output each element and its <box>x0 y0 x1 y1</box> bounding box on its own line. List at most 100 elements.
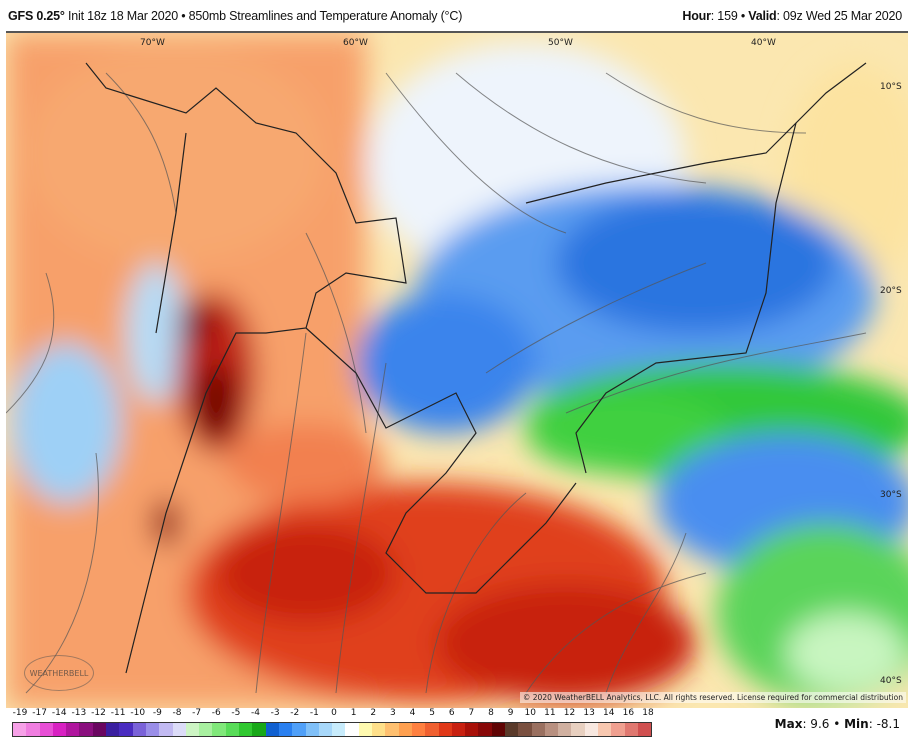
colorbar-swatch <box>451 723 466 736</box>
colorbar-swatch <box>172 723 186 736</box>
colorbar-swatch <box>239 723 253 736</box>
colorbar-swatches <box>12 722 652 737</box>
colorbar-swatch <box>252 723 266 736</box>
model-name: GFS 0.25 <box>8 9 60 23</box>
colorbar-tick-label: 9 <box>507 708 514 718</box>
colorbar-swatch <box>465 723 479 736</box>
map-title: GFS 0.25° Init 18z 18 Mar 2020 • 850mb S… <box>8 9 462 23</box>
colorbar-tick-label: -3 <box>270 708 280 718</box>
colorbar-swatch <box>159 723 173 736</box>
colorbar-tick-label: -4 <box>251 708 260 718</box>
min-value: : -8.1 <box>868 717 900 731</box>
max-min-stats: Max: 9.6 • Min: -8.1 <box>775 717 900 731</box>
colorbar-tick-label: -12 <box>91 708 106 718</box>
colorbar-tick-label: -6 <box>211 708 221 718</box>
colorbar-swatch <box>611 723 625 736</box>
colorbar-labels: -19 -17 -14 -13 -12 -11 -10 -9 -8 -7 -6 -5 -4 -3 -2 -1 0… <box>12 708 654 722</box>
colorbar-tick-label: 10 <box>524 708 536 718</box>
colorbar-swatch <box>185 723 200 736</box>
colorbar-swatch <box>305 723 319 736</box>
hour-label: Hour <box>682 9 711 23</box>
colorbar-tick-label: -11 <box>110 708 126 718</box>
colorbar-tick-label: 5 <box>429 708 435 718</box>
colorbar-swatch <box>584 723 599 736</box>
colorbar-tick-label: -1 <box>309 708 319 718</box>
colorbar-tick-label: -19 <box>12 708 28 718</box>
colorbar-swatch <box>637 723 652 736</box>
colorbar-tick-label: -13 <box>71 708 87 718</box>
colorbar-swatch <box>372 723 386 736</box>
colorbar-swatch <box>145 723 160 736</box>
colorbar-swatch <box>13 723 27 736</box>
colorbar-swatch <box>518 723 532 736</box>
min-label: Min <box>844 717 869 731</box>
valid-value: : 09z Wed 25 Mar 2020 <box>776 9 902 23</box>
colorbar-tick-label: -14 <box>51 708 67 718</box>
lon-label: 60°W <box>343 38 368 48</box>
colorbar-swatch <box>598 723 612 736</box>
colorbar-swatch <box>26 723 40 736</box>
colorbar-swatch <box>438 723 452 736</box>
colorbar-tick-label: -8 <box>172 708 182 718</box>
colorbar-tick-label: 11 <box>544 708 556 718</box>
colorbar-swatch <box>571 723 585 736</box>
colorbar-swatch <box>558 723 572 736</box>
degree-sign: ° <box>59 9 65 23</box>
colorbar-tick-label: 1 <box>350 708 357 718</box>
colorbar-tick-label: -9 <box>152 708 162 718</box>
forecast-time: Hour: 159 • Valid: 09z Wed 25 Mar 2020 <box>682 9 902 23</box>
colorbar-tick-label: 8 <box>488 708 494 718</box>
weatherbell-logo: WEATHERBELL <box>24 655 94 691</box>
country-borders <box>85 62 867 674</box>
colorbar-swatch <box>265 723 279 736</box>
colorbar-swatch <box>212 723 226 736</box>
colorbar-swatch <box>504 723 519 736</box>
colorbar-swatch <box>411 723 426 736</box>
colorbar-swatch <box>106 723 120 736</box>
colorbar-tick-label: -17 <box>32 708 47 718</box>
colorbar-legend: -19 -17 -14 -13 -12 -11 -10 -9 -8 -7 -6 -5 -4 -3 -2 -1 0… <box>12 708 654 737</box>
max-label: Max <box>774 717 803 731</box>
colorbar-swatch <box>345 723 359 736</box>
colorbar-tick-label: -7 <box>192 708 202 718</box>
colorbar-swatch <box>119 723 133 736</box>
colorbar-swatch <box>531 723 545 736</box>
anomaly-field <box>6 33 908 708</box>
colorbar-tick-label: 12 <box>563 708 576 718</box>
colorbar-tick-label: -5 <box>231 708 241 718</box>
colorbar-swatch <box>318 723 333 736</box>
colorbar-swatch <box>332 723 346 736</box>
lat-label: 10°S <box>880 82 902 92</box>
lat-label: 40°S <box>880 676 902 686</box>
colorbar-tick-label: 0 <box>331 708 337 718</box>
max-value: : 9.6 • <box>802 717 845 731</box>
colorbar-tick-label: 13 <box>583 708 595 718</box>
temperature-anomaly-map: 70°W 60°W 50°W 40°W 10°S 20°S 30°S 40°S <box>6 31 908 708</box>
colorbar-tick-label: 2 <box>370 708 377 718</box>
colorbar-swatch <box>225 723 240 736</box>
colorbar-swatch <box>66 723 80 736</box>
lat-label: 30°S <box>880 490 902 500</box>
colorbar-swatch <box>79 723 93 736</box>
colorbar-tick-label: 18 <box>642 708 654 718</box>
colorbar-tick-label: 3 <box>390 708 396 718</box>
colorbar-swatch <box>491 723 505 736</box>
colorbar-swatch <box>132 723 146 736</box>
init-description: Init 18z 18 Mar 2020 • 850mb Streamlines… <box>64 9 463 23</box>
colorbar-tick-label: 14 <box>603 708 615 718</box>
colorbar-tick-label: 4 <box>409 708 416 718</box>
lon-label: 40°W <box>751 38 776 48</box>
lon-label: 70°W <box>140 38 165 48</box>
colorbar-swatch <box>358 723 373 736</box>
colorbar-tick-label: 16 <box>622 708 635 718</box>
graticule-labels: 70°W 60°W 50°W 40°W 10°S 20°S 30°S 40°S <box>140 38 902 686</box>
colorbar-swatch <box>624 723 638 736</box>
colorbar-swatch <box>199 723 213 736</box>
colorbar-tick-label: -10 <box>130 708 146 718</box>
valid-label: Valid <box>748 9 777 23</box>
colorbar-swatch <box>425 723 439 736</box>
colorbar-tick-label: 6 <box>448 708 455 718</box>
colorbar-swatch <box>92 723 107 736</box>
colorbar-swatch <box>292 723 306 736</box>
